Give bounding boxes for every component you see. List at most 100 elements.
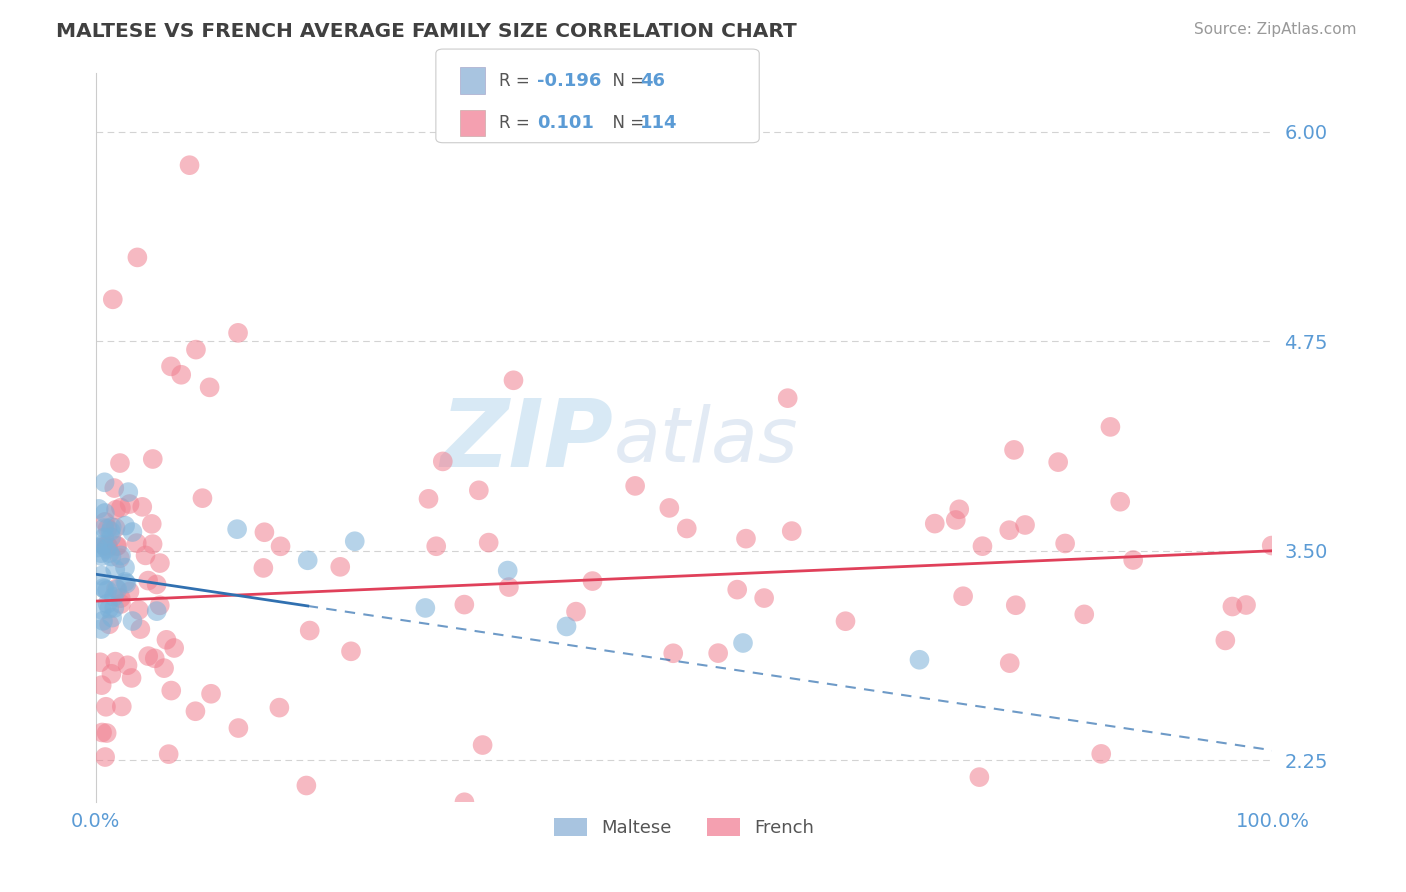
Point bbox=[93, 521, 115, 535]
Point bbox=[298, 624, 321, 638]
Point bbox=[269, 700, 291, 714]
Point bbox=[94, 699, 117, 714]
Point bbox=[97, 540, 120, 554]
Text: Source: ZipAtlas.com: Source: ZipAtlas.com bbox=[1194, 22, 1357, 37]
Point bbox=[157, 747, 180, 761]
Point bbox=[121, 671, 143, 685]
Point bbox=[87, 501, 110, 516]
Point bbox=[1090, 747, 1112, 761]
Point bbox=[96, 521, 118, 535]
Point bbox=[98, 546, 121, 560]
Point bbox=[191, 491, 214, 505]
Point bbox=[969, 770, 991, 784]
Point bbox=[198, 380, 221, 394]
Point bbox=[115, 576, 138, 591]
Point bbox=[468, 483, 491, 498]
Point bbox=[425, 539, 447, 553]
Point bbox=[343, 534, 366, 549]
Point bbox=[253, 525, 276, 540]
Point bbox=[118, 584, 141, 599]
Point bbox=[624, 479, 647, 493]
Point bbox=[658, 500, 681, 515]
Text: 114: 114 bbox=[640, 114, 678, 132]
Point bbox=[118, 497, 141, 511]
Text: R =: R = bbox=[499, 71, 536, 89]
Point bbox=[707, 646, 730, 660]
Point bbox=[502, 373, 524, 387]
Point bbox=[780, 524, 803, 538]
Point bbox=[90, 549, 112, 563]
Point bbox=[731, 636, 754, 650]
Point bbox=[136, 649, 159, 664]
Point bbox=[170, 368, 193, 382]
Point bbox=[200, 687, 222, 701]
Point bbox=[998, 523, 1021, 537]
Text: atlas: atlas bbox=[613, 404, 799, 478]
Point bbox=[972, 539, 994, 553]
Point bbox=[104, 655, 127, 669]
Point bbox=[96, 538, 118, 552]
Point bbox=[163, 640, 186, 655]
Point bbox=[101, 293, 124, 307]
Point bbox=[555, 619, 578, 633]
Text: ZIP: ZIP bbox=[440, 395, 613, 487]
Point bbox=[143, 651, 166, 665]
Point bbox=[104, 502, 127, 516]
Point bbox=[1234, 598, 1257, 612]
Point bbox=[834, 614, 856, 628]
Point bbox=[98, 617, 121, 632]
Point bbox=[581, 574, 603, 588]
Point bbox=[478, 535, 501, 549]
Point bbox=[145, 577, 167, 591]
Text: N =: N = bbox=[602, 114, 650, 132]
Point bbox=[184, 704, 207, 718]
Point bbox=[127, 251, 149, 265]
Point bbox=[1004, 599, 1026, 613]
Point bbox=[1099, 420, 1122, 434]
Point bbox=[295, 779, 318, 793]
Point bbox=[93, 581, 115, 595]
Point bbox=[453, 598, 475, 612]
Point bbox=[136, 574, 159, 588]
Point bbox=[94, 750, 117, 764]
Point bbox=[226, 326, 249, 340]
Point bbox=[179, 158, 201, 172]
Point bbox=[93, 539, 115, 553]
Point bbox=[128, 603, 150, 617]
Point bbox=[110, 591, 132, 606]
Point bbox=[114, 518, 136, 533]
Point bbox=[108, 551, 131, 566]
Point bbox=[91, 614, 114, 628]
Point bbox=[90, 678, 112, 692]
Point bbox=[141, 516, 163, 531]
Point bbox=[125, 536, 148, 550]
Point bbox=[111, 699, 134, 714]
Point bbox=[662, 646, 685, 660]
Point bbox=[104, 521, 127, 535]
Text: 0.101: 0.101 bbox=[537, 114, 593, 132]
Point bbox=[160, 359, 183, 374]
Text: MALTESE VS FRENCH AVERAGE FAMILY SIZE CORRELATION CHART: MALTESE VS FRENCH AVERAGE FAMILY SIZE CO… bbox=[56, 22, 797, 41]
Point bbox=[93, 475, 115, 490]
Point bbox=[105, 539, 128, 553]
Point bbox=[117, 658, 139, 673]
Point bbox=[90, 622, 112, 636]
Text: N =: N = bbox=[602, 71, 650, 89]
Point bbox=[110, 500, 132, 515]
Point bbox=[91, 725, 114, 739]
Point bbox=[776, 391, 799, 405]
Point bbox=[496, 564, 519, 578]
Point bbox=[471, 738, 494, 752]
Point bbox=[135, 549, 157, 563]
Point bbox=[998, 656, 1021, 670]
Point bbox=[121, 614, 143, 628]
Point bbox=[93, 582, 115, 596]
Point bbox=[145, 604, 167, 618]
Point bbox=[100, 549, 122, 564]
Point bbox=[565, 605, 588, 619]
Point bbox=[94, 515, 117, 529]
Point bbox=[103, 601, 125, 615]
Point bbox=[924, 516, 946, 531]
Point bbox=[228, 721, 250, 735]
Point bbox=[96, 583, 118, 598]
